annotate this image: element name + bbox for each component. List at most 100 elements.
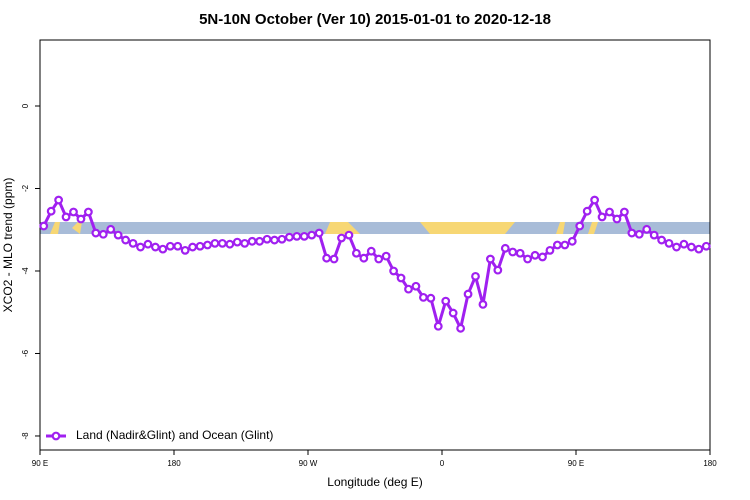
data-point <box>493 265 503 275</box>
data-point <box>657 235 667 245</box>
data-point <box>649 230 659 240</box>
data-point <box>456 323 466 333</box>
data-point <box>262 234 272 244</box>
data-point <box>91 228 101 238</box>
data-point <box>240 238 250 248</box>
data-point <box>433 321 443 331</box>
x-tick-label: 0 <box>440 459 445 468</box>
data-point <box>39 221 49 231</box>
y-tick-label: -6 <box>21 349 30 357</box>
data-point <box>552 240 562 250</box>
surface-band <box>40 222 710 234</box>
data-point <box>590 195 600 205</box>
data-point <box>210 238 220 248</box>
data-point <box>307 230 317 240</box>
data-point <box>627 228 637 238</box>
series-line <box>42 198 707 330</box>
data-point <box>567 236 577 246</box>
data-point <box>664 238 674 248</box>
data-point <box>203 240 212 250</box>
data-point <box>98 229 108 239</box>
data-point <box>418 292 428 302</box>
data-point <box>404 284 413 294</box>
data-point <box>545 245 555 255</box>
data-point <box>113 230 123 240</box>
x-tick-label: 180 <box>167 459 181 468</box>
data-point <box>426 293 436 303</box>
y-tick-label: -2 <box>21 184 30 192</box>
data-point <box>232 237 242 247</box>
data-point <box>374 254 384 264</box>
y-tick-label: 0 <box>21 103 30 108</box>
data-point <box>322 253 332 263</box>
chart-title: 5N-10N October (Ver 10) 2015-01-01 to 20… <box>199 11 551 28</box>
data-point <box>143 239 153 249</box>
data-point <box>270 235 279 245</box>
x-tick-label: 90 E <box>568 459 584 468</box>
data-point <box>619 207 629 217</box>
data-point <box>478 299 488 309</box>
data-point <box>337 233 346 243</box>
data-point <box>694 244 704 254</box>
data-point <box>217 238 227 248</box>
data-point <box>83 207 93 217</box>
data-point <box>255 236 265 246</box>
data-point <box>389 266 399 276</box>
data-point <box>314 228 324 238</box>
data-point <box>463 289 473 299</box>
data-point <box>284 232 294 242</box>
data-point <box>195 241 205 251</box>
data-point <box>69 207 78 217</box>
data-point <box>366 246 376 256</box>
data-point <box>485 254 495 264</box>
data-point <box>508 247 518 257</box>
y-tick-label: -4 <box>21 267 30 275</box>
data-point <box>180 245 190 255</box>
data-point <box>292 231 302 241</box>
data-point <box>471 271 480 281</box>
data-point <box>686 242 696 252</box>
data-point <box>344 230 354 240</box>
x-tick-label: 180 <box>703 459 717 468</box>
data-point <box>121 235 131 245</box>
data-point <box>54 195 64 205</box>
data-point <box>61 212 71 222</box>
data-point <box>277 234 287 244</box>
data-point <box>500 243 510 253</box>
data-point <box>106 224 116 234</box>
x-axis-title: Longitude (deg E) <box>327 475 422 489</box>
data-point <box>701 241 711 251</box>
data-point <box>46 206 56 216</box>
data-point <box>411 281 421 291</box>
data-point <box>329 254 339 264</box>
data-point <box>396 273 406 283</box>
x-tick-label: 90 W <box>299 459 318 468</box>
data-point <box>351 248 361 258</box>
data-point <box>441 296 451 306</box>
data-point <box>605 207 614 217</box>
data-point <box>672 242 681 252</box>
data-point <box>612 214 622 224</box>
y-tick-label: -8 <box>21 432 30 440</box>
data-point <box>128 238 138 248</box>
x-tick-label: 90 E <box>32 459 48 468</box>
data-point <box>247 236 257 246</box>
data-point <box>597 212 607 222</box>
data-point <box>359 253 369 263</box>
data-point <box>642 224 652 234</box>
data-point <box>225 239 235 249</box>
data-point <box>575 221 585 231</box>
data-point <box>523 254 533 264</box>
data-point <box>150 242 160 252</box>
data-point <box>299 231 309 241</box>
legend-label: Land (Nadir&Glint) and Ocean (Glint) <box>76 428 273 442</box>
data-point <box>679 239 689 249</box>
data-point <box>381 251 391 261</box>
data-point <box>448 308 458 318</box>
data-point <box>538 252 547 262</box>
data-point <box>530 250 540 260</box>
data-point <box>173 241 183 251</box>
data-point <box>188 242 198 252</box>
data-point <box>158 244 168 254</box>
